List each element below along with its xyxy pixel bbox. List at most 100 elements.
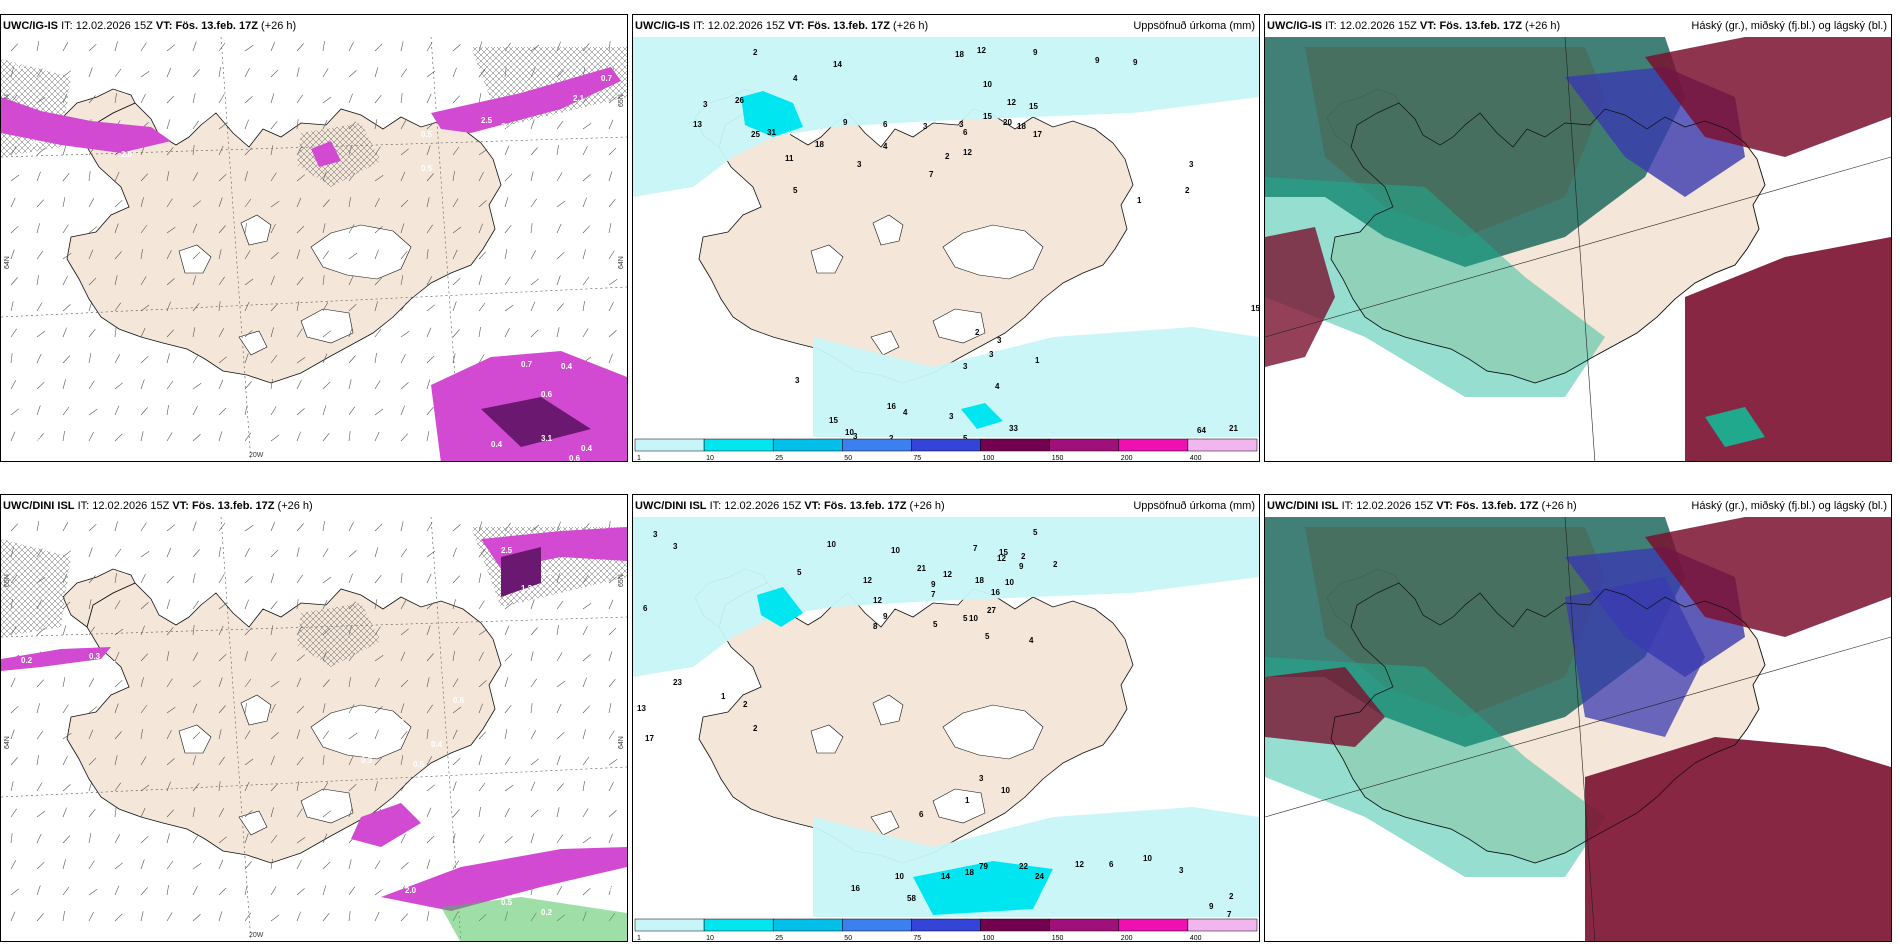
- colorbar-tick: 1: [637, 935, 641, 942]
- wind-barb: [114, 651, 120, 662]
- value-label: 26: [735, 96, 744, 105]
- wind-barb: [192, 69, 200, 78]
- colorbar-swatch: [1187, 918, 1258, 932]
- value-label: 15: [1251, 304, 1259, 313]
- wind-barb: [114, 679, 123, 688]
- value-label: 3.2: [381, 884, 393, 893]
- wind-barb: [244, 67, 250, 78]
- value-label: 6: [963, 128, 968, 137]
- wind-barb: [296, 408, 305, 416]
- wind-barb: [114, 354, 121, 364]
- wind-barb: [36, 885, 41, 896]
- wind-barb: [374, 408, 384, 416]
- wind-barb: [530, 599, 535, 610]
- model-name: UWC/IG-IS: [1267, 20, 1322, 32]
- wind-barb: [608, 147, 617, 156]
- wind-barb: [244, 381, 252, 390]
- value-label: 24: [1035, 872, 1044, 881]
- wind-barb: [296, 547, 300, 558]
- value-label: 1: [721, 692, 726, 701]
- wind-barb: [270, 172, 277, 182]
- colorbar-tick: 400: [1190, 935, 1202, 942]
- glacier: [932, 308, 986, 344]
- value-label: 2.5: [481, 116, 493, 125]
- wind-barb: [114, 171, 120, 182]
- wind-barb: [452, 626, 460, 636]
- wind-barb: [192, 327, 196, 338]
- wind-barb: [62, 755, 68, 766]
- lead-time: (+26 h): [1541, 500, 1577, 512]
- wind-barb: [608, 250, 615, 260]
- wind-barb: [504, 807, 510, 818]
- wind-barb: [62, 327, 67, 338]
- wind-barb: [114, 703, 119, 714]
- wind-barb: [530, 171, 534, 182]
- value-label: 6: [643, 604, 648, 613]
- init-label: IT:: [709, 500, 722, 512]
- wind-barb: [348, 886, 355, 896]
- wind-barb: [218, 328, 225, 338]
- wind-barb: [36, 913, 44, 922]
- map-area[interactable]: [1265, 517, 1891, 941]
- wind-barb: [296, 574, 303, 584]
- wind-barb: [400, 148, 409, 156]
- wind-barb: [348, 783, 357, 792]
- wind-barb: [218, 67, 221, 78]
- wind-barb: [88, 729, 94, 740]
- wind-barb: [114, 199, 123, 208]
- hatched-area: [297, 123, 381, 187]
- grid-line: [1564, 517, 1596, 941]
- wind-barb: [322, 913, 330, 922]
- wind-barb: [348, 911, 351, 922]
- map-area[interactable]: 3 3 6 10 10 21 12 18 12 10 9 5 5 12 12 7 9 9 8 27 16 5 5 4 10 7 15…: [633, 517, 1259, 942]
- value-label: 5: [933, 620, 938, 629]
- wind-barb: [36, 223, 40, 234]
- wind-barb: [556, 755, 561, 766]
- wind-barb: [166, 809, 175, 818]
- wind-barb: [478, 651, 484, 662]
- map-area[interactable]: [1265, 37, 1891, 461]
- wind-barb: [426, 784, 435, 792]
- value-label: 3: [673, 542, 678, 551]
- wind-barb: [530, 833, 535, 844]
- wind-barb: [88, 575, 96, 584]
- wind-barb: [400, 171, 406, 182]
- glacier: [942, 224, 1044, 280]
- wind-barb: [192, 120, 199, 130]
- wind-barb: [478, 703, 483, 714]
- wind-barb: [140, 355, 149, 364]
- wind-barb: [296, 523, 304, 532]
- wind-barb: [218, 407, 227, 416]
- value-label: 31: [767, 128, 776, 137]
- value-label: 8: [873, 622, 878, 631]
- wind-barb: [270, 406, 277, 416]
- precip-band: [351, 803, 421, 847]
- wind-barb: [36, 679, 45, 688]
- map-area[interactable]: 20W65N64N65N64N0.20.30.40.60.30.40.30.53…: [1, 517, 627, 941]
- value-label: 1.3: [521, 584, 533, 593]
- wind-barb: [608, 301, 614, 312]
- wind-barb: [426, 522, 433, 532]
- wind-barb: [62, 224, 69, 234]
- wind-barb: [322, 381, 331, 390]
- wind-barb: [166, 524, 175, 532]
- wind-barb: [244, 147, 253, 156]
- value-label: 16: [991, 588, 1000, 597]
- wind-barb: [348, 275, 354, 286]
- map-area[interactable]: 2 14 18 12 9 9 9 3 13 3 4 10 12 15 26 31 25 9 6 15 20 18 17 6 3 4…: [633, 37, 1259, 461]
- grid-line: [1265, 636, 1891, 818]
- wind-barb: [530, 119, 535, 130]
- wind-barb: [166, 912, 173, 922]
- map-area[interactable]: 20W15W65N64N65N64N0.20.62.00.50.50.70.40…: [1, 37, 627, 461]
- wind-barb: [166, 301, 171, 312]
- wind-barb: [322, 833, 328, 844]
- panel-igis-cloud: UWC/IG-IS IT: 12.02.2026 15Z VT: Fös. 13…: [1264, 14, 1892, 462]
- wind-barb: [322, 885, 327, 896]
- wind-barb: [348, 197, 351, 208]
- wind-barb: [244, 96, 253, 104]
- init-time: 12.02.2026 15Z: [707, 20, 785, 32]
- value-label: 4: [793, 74, 798, 83]
- wind-barb: [400, 628, 409, 636]
- wind-barb: [530, 758, 539, 766]
